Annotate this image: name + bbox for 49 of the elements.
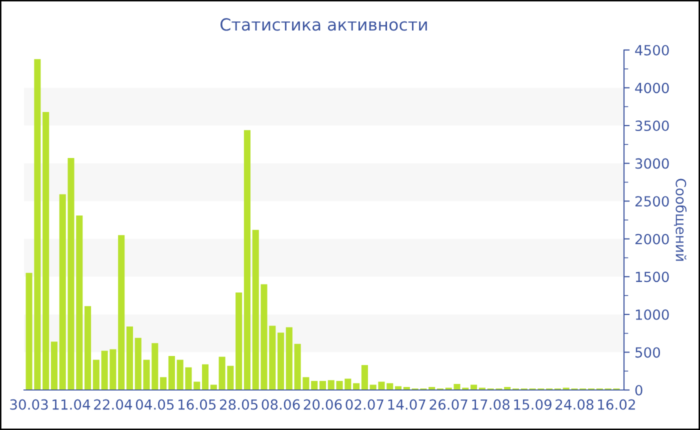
x-tick-label: 22.04 bbox=[94, 399, 132, 410]
bar bbox=[328, 380, 334, 390]
y-tick-label: 0 bbox=[635, 384, 642, 396]
bar bbox=[160, 377, 167, 390]
bar bbox=[50, 342, 58, 390]
bar bbox=[194, 382, 200, 390]
x-tick-label: 11.04 bbox=[52, 399, 90, 410]
bar bbox=[319, 380, 326, 390]
chart-title: Статистика активности bbox=[220, 18, 427, 31]
bar bbox=[361, 365, 368, 390]
y-tick-label: 500 bbox=[635, 347, 660, 358]
bar bbox=[168, 356, 175, 390]
y-tick-label: 3000 bbox=[635, 158, 669, 169]
bar bbox=[394, 386, 402, 390]
x-tick-label: 24.08 bbox=[556, 399, 594, 410]
x-tick-label: 30.03 bbox=[10, 399, 48, 410]
bar bbox=[210, 384, 217, 390]
bar bbox=[286, 327, 292, 390]
x-tick-label: 26.07 bbox=[430, 399, 468, 410]
bar bbox=[126, 326, 134, 390]
bar bbox=[92, 360, 100, 390]
bar bbox=[236, 292, 242, 390]
bar bbox=[353, 383, 360, 390]
y-tick-label: 2000 bbox=[635, 234, 669, 244]
x-tick-label: 20.06 bbox=[304, 399, 342, 410]
bar bbox=[202, 364, 209, 390]
x-tick-label: 02.07 bbox=[346, 399, 384, 410]
y-tick-label: 3500 bbox=[635, 120, 669, 132]
x-tick-label: 04.05 bbox=[136, 399, 174, 410]
bar bbox=[278, 332, 284, 390]
y-tick-label: 1000 bbox=[636, 309, 669, 320]
y-tick-label: 1500 bbox=[636, 272, 669, 282]
y-tick-label: 2500 bbox=[635, 196, 669, 207]
x-tick-label: 28.05 bbox=[220, 399, 258, 410]
x-tick-label: 16.05 bbox=[178, 399, 216, 410]
bar bbox=[311, 380, 318, 390]
bar bbox=[244, 130, 250, 390]
y-tick-label: 4500 bbox=[635, 44, 669, 56]
x-tick-label: 14.07 bbox=[388, 399, 426, 410]
y-tick-label: 4000 bbox=[635, 82, 669, 94]
y-axis-title: Сообщений bbox=[674, 178, 687, 261]
bar bbox=[84, 306, 92, 390]
x-tick-label: 08.06 bbox=[262, 399, 300, 410]
bar bbox=[118, 235, 125, 390]
x-tick-label: 15.09 bbox=[514, 399, 552, 410]
bar bbox=[42, 112, 50, 390]
x-tick-label: 17.08 bbox=[472, 399, 510, 410]
x-tick-label: 16.02 bbox=[598, 399, 635, 410]
bar bbox=[470, 384, 478, 390]
